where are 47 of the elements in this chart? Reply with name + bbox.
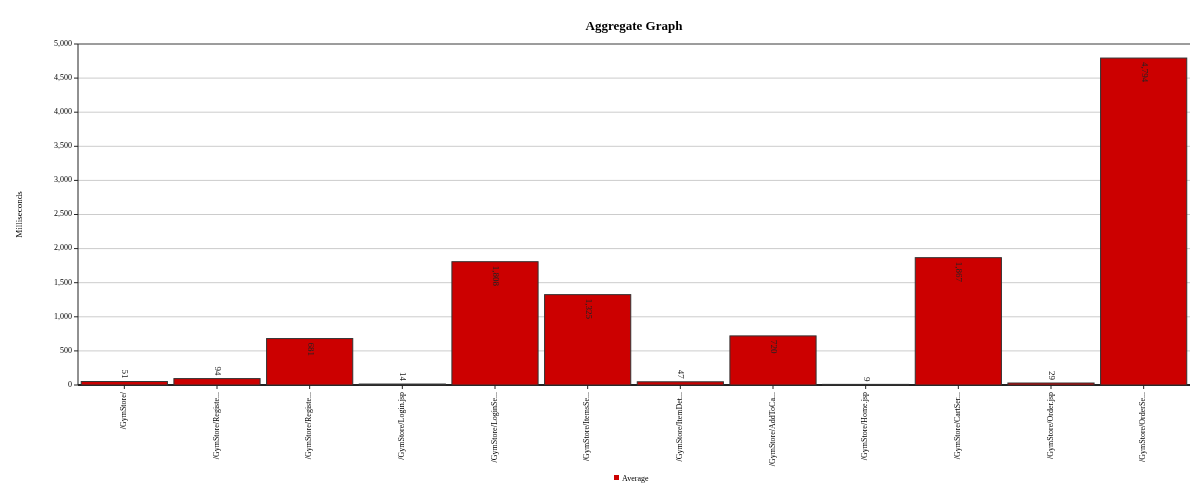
bar	[729, 335, 817, 386]
bar	[1100, 57, 1188, 386]
y-tick-label: 2,000	[54, 243, 72, 253]
legend-label: Average	[622, 473, 649, 483]
y-tick-label: 3,000	[54, 175, 72, 185]
x-tick-label: /GymStore/ItemsSe...	[582, 392, 592, 462]
bar	[173, 378, 261, 386]
y-tick-label: 1,000	[54, 311, 72, 321]
text: 681	[305, 342, 316, 357]
y-tick-label: 0	[68, 379, 72, 389]
x-tick-label: /GymStore/Order.jsp	[1045, 392, 1055, 459]
x-tick-label: /GymStore/Login.jsp	[397, 392, 407, 460]
bar	[914, 257, 1002, 386]
bar	[544, 294, 632, 386]
bar	[80, 381, 168, 386]
bar	[636, 381, 724, 386]
x-tick-label: /GymStore/Registe...	[211, 392, 221, 460]
y-tick-label: 1,500	[54, 277, 72, 287]
text: 14	[398, 372, 409, 382]
text: 47	[676, 369, 687, 379]
x-tick-label: /GymStore/Registe...	[304, 392, 314, 460]
text: 1,808	[490, 265, 501, 286]
bar	[266, 338, 354, 386]
x-tick-label: /GymStore/OrderSe...	[1138, 392, 1148, 462]
chart-title: Aggregate Graph	[585, 18, 684, 33]
text: 1,325	[583, 298, 594, 319]
text: 1,867	[954, 261, 965, 282]
text: 720	[768, 339, 779, 354]
y-tick-label: 4,500	[54, 72, 72, 82]
y-axis-title: Milliseconds	[14, 190, 24, 238]
text: 9	[861, 376, 872, 382]
y-tick-label: 5,000	[54, 38, 72, 48]
x-tick-label: /GymStore/Home.jsp	[860, 392, 870, 461]
y-tick-label: 3,500	[54, 141, 72, 151]
x-tick-label: /GymStore/CartSer...	[953, 392, 963, 460]
x-tick-label: /GymStore/LoginSe...	[489, 392, 499, 463]
x-tick-label: /GymStore/	[119, 391, 129, 430]
y-tick-label: 4,000	[54, 107, 72, 117]
bar	[451, 261, 539, 386]
text: 29	[1046, 371, 1057, 381]
x-tick-label: /GymStore/AddToCa...	[767, 392, 777, 467]
y-tick-label: 500	[60, 345, 72, 355]
x-tick-label: /GymStore/ItemDet...	[675, 392, 685, 462]
text: 4,794	[1139, 62, 1150, 83]
text: 94	[212, 366, 223, 376]
text: 51	[120, 369, 131, 379]
y-tick-label: 2,500	[54, 209, 72, 219]
